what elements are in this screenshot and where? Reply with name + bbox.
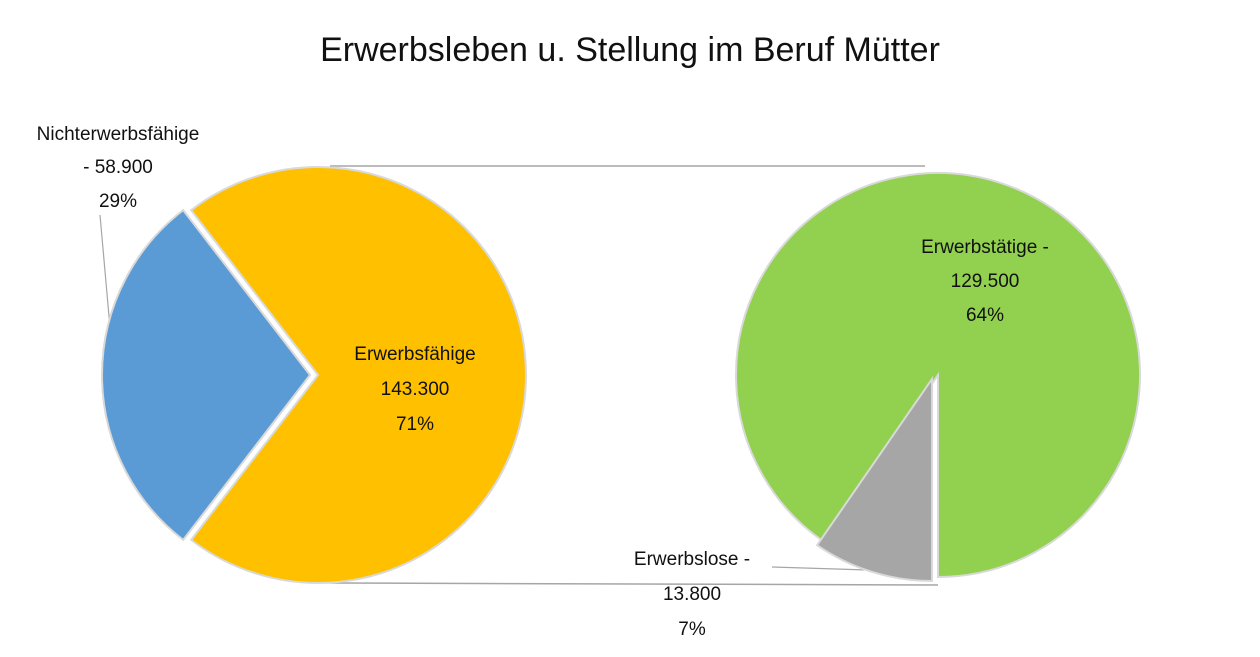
slice-label: Erwerbstätige - bbox=[921, 237, 1049, 258]
percent-label: 71% bbox=[396, 414, 434, 435]
connector-line bbox=[329, 582, 939, 586]
pie-slice bbox=[735, 172, 1141, 579]
value-label: - 58.900 bbox=[83, 157, 153, 178]
percent-label: 7% bbox=[678, 619, 706, 640]
leader-line bbox=[771, 566, 869, 571]
value-label: 13.800 bbox=[663, 584, 721, 605]
pie-slice bbox=[815, 375, 933, 583]
percent-label: 64% bbox=[966, 305, 1004, 326]
value-label: 143.300 bbox=[381, 379, 450, 400]
slice-label: Erwerbsfähige bbox=[354, 344, 475, 365]
chart-title: Erwerbsleben u. Stellung im Beruf Mütter bbox=[320, 31, 940, 69]
percent-label: 29% bbox=[99, 191, 137, 212]
pie-slice bbox=[189, 166, 527, 584]
slice-label: Erwerbslose - bbox=[634, 549, 750, 570]
slice-label: Nichterwerbsfähige bbox=[37, 124, 200, 145]
pie-slice bbox=[100, 208, 312, 542]
value-label: 129.500 bbox=[951, 271, 1020, 292]
